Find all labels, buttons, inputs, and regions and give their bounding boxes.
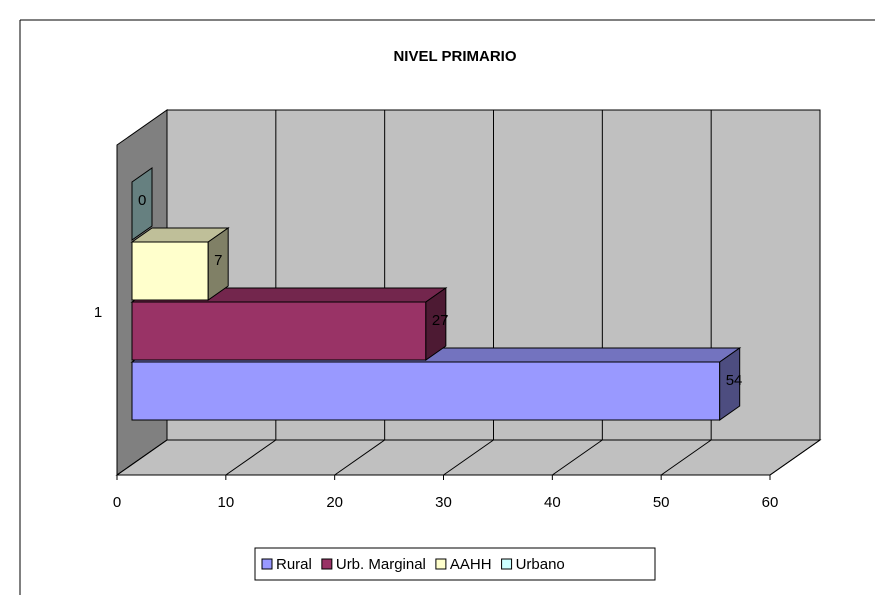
grid-line	[225, 439, 277, 476]
bar	[131, 167, 153, 241]
x-tick-label: 10	[217, 494, 234, 511]
legend-swatch	[321, 558, 333, 570]
grid-line	[334, 439, 385, 476]
legend-swatch	[501, 558, 513, 570]
data-label: 7	[214, 252, 222, 269]
bar-front	[131, 361, 721, 421]
bar-front	[131, 241, 209, 301]
legend-label: Urb. Marginal	[336, 556, 426, 573]
legend-swatch	[435, 558, 447, 570]
legend: Rural Urb. Marginal AAHH Urbano	[254, 547, 656, 581]
grid-line	[769, 439, 821, 476]
legend-label: Urbano	[516, 556, 565, 573]
x-tick-label: 40	[544, 494, 561, 511]
x-tick-label: 30	[435, 494, 452, 511]
data-label: 54	[726, 372, 743, 389]
bar-side	[207, 227, 229, 301]
legend-label: Rural	[276, 556, 312, 573]
bar-side	[719, 347, 741, 421]
grid-line	[443, 439, 494, 476]
bar-side	[425, 287, 447, 361]
grid-line	[552, 439, 603, 476]
x-tick-label: 20	[326, 494, 343, 511]
x-tick-label: 50	[653, 494, 670, 511]
y-tick-label: 1	[94, 304, 102, 321]
data-label: 27	[432, 312, 449, 329]
x-tick-label: 0	[113, 494, 121, 511]
grid-line	[660, 439, 712, 476]
grid-line	[116, 439, 168, 476]
bar	[130, 227, 230, 301]
bar-front	[131, 301, 427, 361]
chart-title: NIVEL PRIMARIO	[393, 48, 516, 65]
data-label: 0	[138, 192, 146, 209]
legend-label: AAHH	[450, 556, 492, 573]
legend-swatch	[261, 558, 273, 570]
bar-side	[131, 167, 153, 241]
bar	[130, 287, 448, 361]
x-tick-label: 60	[762, 494, 779, 511]
